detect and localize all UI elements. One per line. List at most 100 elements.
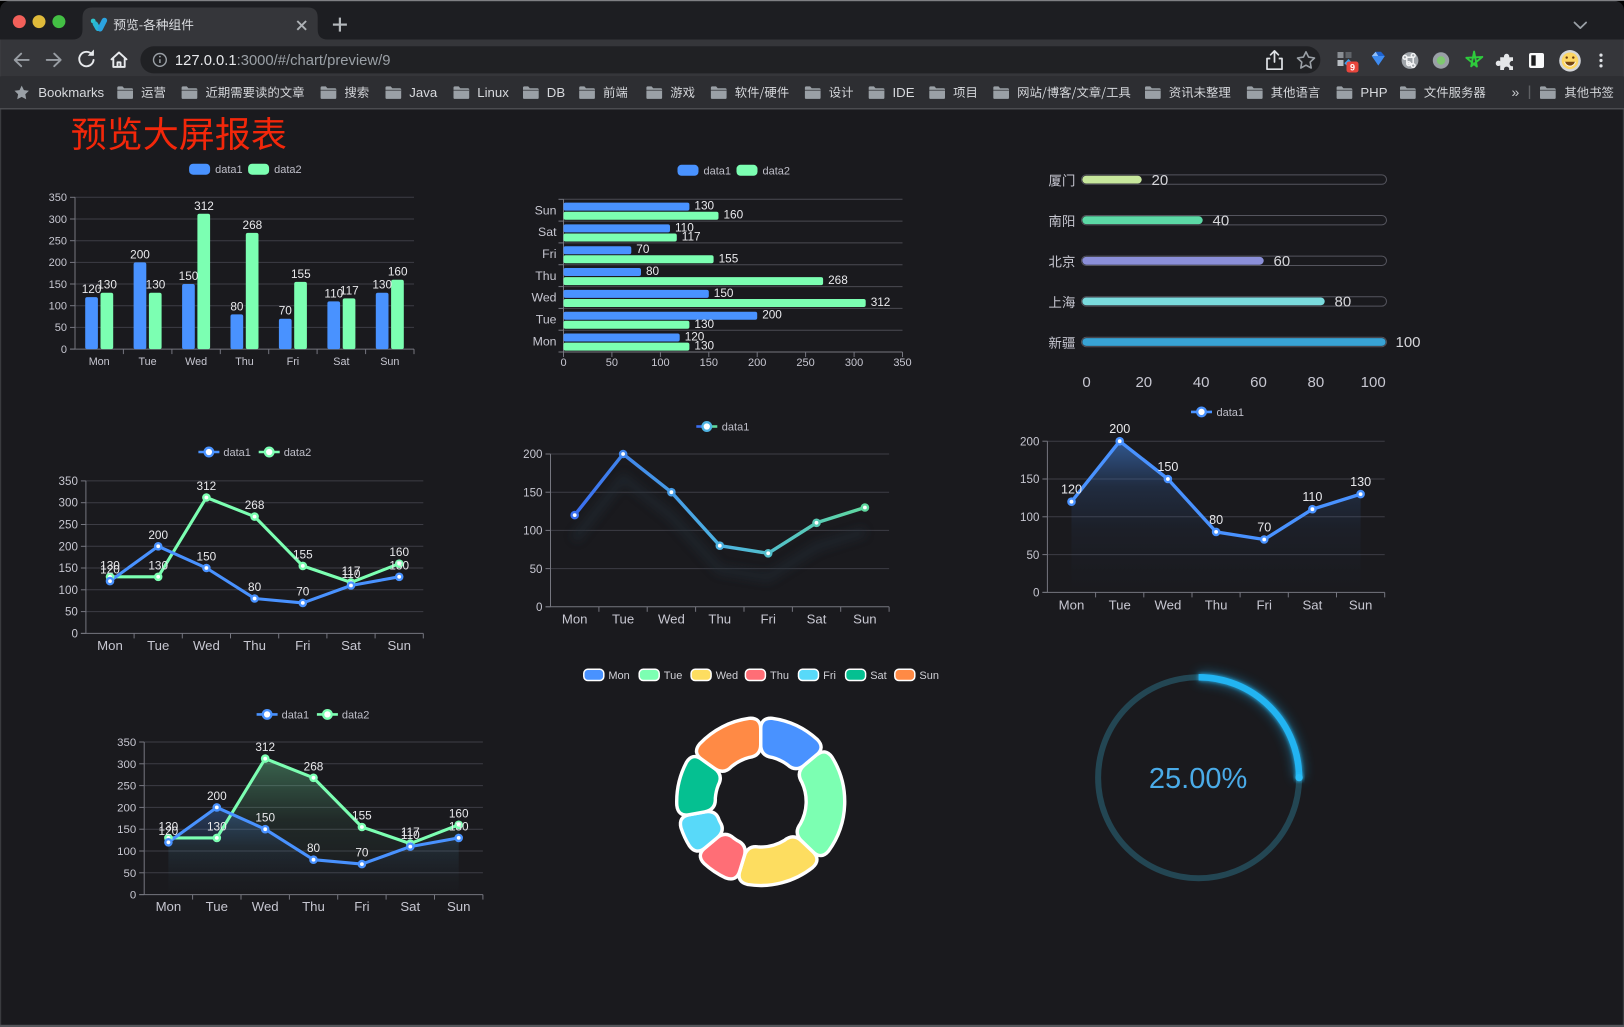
svg-text:120: 120	[159, 824, 179, 838]
svg-text:Java: Java	[409, 85, 438, 100]
svg-text:data1: data1	[1217, 407, 1245, 419]
svg-text:Wed: Wed	[716, 670, 738, 682]
svg-text:Tue: Tue	[147, 638, 169, 653]
svg-text:200: 200	[748, 357, 766, 369]
svg-text:130: 130	[146, 278, 166, 292]
svg-text:100: 100	[59, 584, 78, 597]
svg-text:130: 130	[148, 558, 168, 572]
svg-text:60: 60	[1250, 374, 1267, 391]
svg-text:268: 268	[304, 759, 324, 773]
svg-text:110: 110	[401, 828, 420, 842]
svg-text:PHP: PHP	[1360, 85, 1387, 100]
svg-text:Sat: Sat	[870, 670, 887, 682]
svg-text:250: 250	[796, 357, 814, 369]
svg-text:127.0.0.1:3000/#/chart/preview: 127.0.0.1:3000/#/chart/preview/9	[175, 53, 391, 69]
svg-text:120: 120	[1061, 483, 1082, 497]
svg-text:155: 155	[719, 251, 739, 265]
svg-text:150: 150	[700, 357, 718, 369]
svg-text:50: 50	[124, 868, 137, 880]
svg-text:200: 200	[49, 257, 67, 269]
svg-text:160: 160	[449, 806, 469, 820]
svg-text:200: 200	[1109, 422, 1130, 436]
svg-text:data1: data1	[223, 447, 251, 459]
svg-text:110: 110	[1302, 490, 1322, 504]
svg-text:155: 155	[291, 267, 311, 281]
svg-text:80: 80	[1308, 374, 1325, 391]
svg-text:Thu: Thu	[1205, 597, 1228, 612]
svg-text:130: 130	[449, 819, 469, 833]
svg-text:data1: data1	[704, 165, 732, 177]
svg-text:0: 0	[1082, 374, 1090, 391]
svg-text:Bookmarks: Bookmarks	[38, 85, 104, 100]
svg-text:50: 50	[530, 563, 543, 576]
svg-text:100: 100	[1396, 334, 1421, 351]
svg-text:312: 312	[871, 295, 891, 309]
svg-text:100: 100	[1020, 511, 1039, 524]
svg-text:312: 312	[194, 199, 214, 213]
svg-text:0: 0	[71, 628, 77, 641]
svg-text:117: 117	[682, 230, 701, 244]
svg-text:200: 200	[207, 789, 227, 803]
svg-text:data2: data2	[274, 164, 302, 176]
svg-text:Sun: Sun	[853, 612, 876, 627]
svg-text:200: 200	[148, 528, 168, 542]
svg-text:250: 250	[49, 236, 67, 248]
svg-text:130: 130	[389, 558, 409, 572]
svg-text:Tue: Tue	[536, 313, 557, 327]
svg-text:50: 50	[55, 322, 67, 334]
svg-text:Wed: Wed	[531, 291, 556, 305]
svg-text:20: 20	[1152, 172, 1169, 189]
svg-text:Mon: Mon	[533, 334, 557, 348]
svg-text:50: 50	[606, 357, 618, 369]
svg-text:Tue: Tue	[612, 612, 634, 627]
svg-text:data2: data2	[763, 165, 791, 177]
svg-text:150: 150	[255, 811, 275, 825]
svg-text:Sat: Sat	[807, 612, 827, 627]
svg-text:20: 20	[1135, 374, 1152, 391]
svg-text:Mon: Mon	[1059, 597, 1085, 612]
svg-text:40: 40	[1213, 212, 1230, 229]
svg-text:160: 160	[388, 265, 408, 279]
svg-text:Fri: Fri	[1257, 597, 1272, 612]
svg-text:350: 350	[49, 192, 67, 204]
svg-text:Mon: Mon	[608, 670, 629, 682]
svg-text:155: 155	[293, 547, 313, 561]
svg-text:117: 117	[401, 825, 420, 839]
svg-text:9: 9	[1350, 63, 1355, 73]
svg-text:120: 120	[685, 330, 705, 344]
svg-text:80: 80	[307, 841, 321, 855]
svg-text:200: 200	[523, 448, 542, 461]
svg-text:350: 350	[893, 357, 911, 369]
svg-text:120: 120	[100, 563, 120, 577]
svg-text:80: 80	[230, 299, 244, 313]
svg-text:130: 130	[100, 558, 120, 572]
svg-text:Sat: Sat	[538, 225, 557, 239]
svg-text:Thu: Thu	[708, 612, 731, 627]
svg-text:Wed: Wed	[185, 356, 207, 368]
svg-text:250: 250	[117, 781, 136, 793]
svg-text:40: 40	[1193, 374, 1210, 391]
svg-text:300: 300	[117, 759, 136, 771]
svg-text:117: 117	[340, 283, 359, 297]
svg-text:250: 250	[59, 519, 78, 532]
svg-text:110: 110	[324, 286, 343, 300]
svg-text:130: 130	[372, 278, 392, 292]
svg-text:155: 155	[352, 809, 372, 823]
svg-text:Fri: Fri	[354, 899, 369, 914]
svg-text:0: 0	[130, 890, 136, 902]
svg-text:Fri: Fri	[295, 638, 310, 653]
svg-text:200: 200	[59, 540, 78, 553]
svg-text:300: 300	[49, 214, 67, 226]
svg-text:200: 200	[117, 802, 136, 814]
svg-text:Thu: Thu	[535, 269, 556, 283]
svg-text:120: 120	[82, 282, 102, 296]
svg-text:268: 268	[245, 498, 265, 512]
svg-text:110: 110	[675, 220, 694, 234]
svg-text:312: 312	[255, 740, 275, 754]
svg-text:Thu: Thu	[243, 638, 266, 653]
svg-text:Thu: Thu	[235, 356, 254, 368]
svg-text:Linux: Linux	[477, 85, 509, 100]
svg-text:200: 200	[762, 308, 782, 322]
svg-text:100: 100	[49, 301, 67, 313]
svg-text:Mon: Mon	[89, 356, 110, 368]
